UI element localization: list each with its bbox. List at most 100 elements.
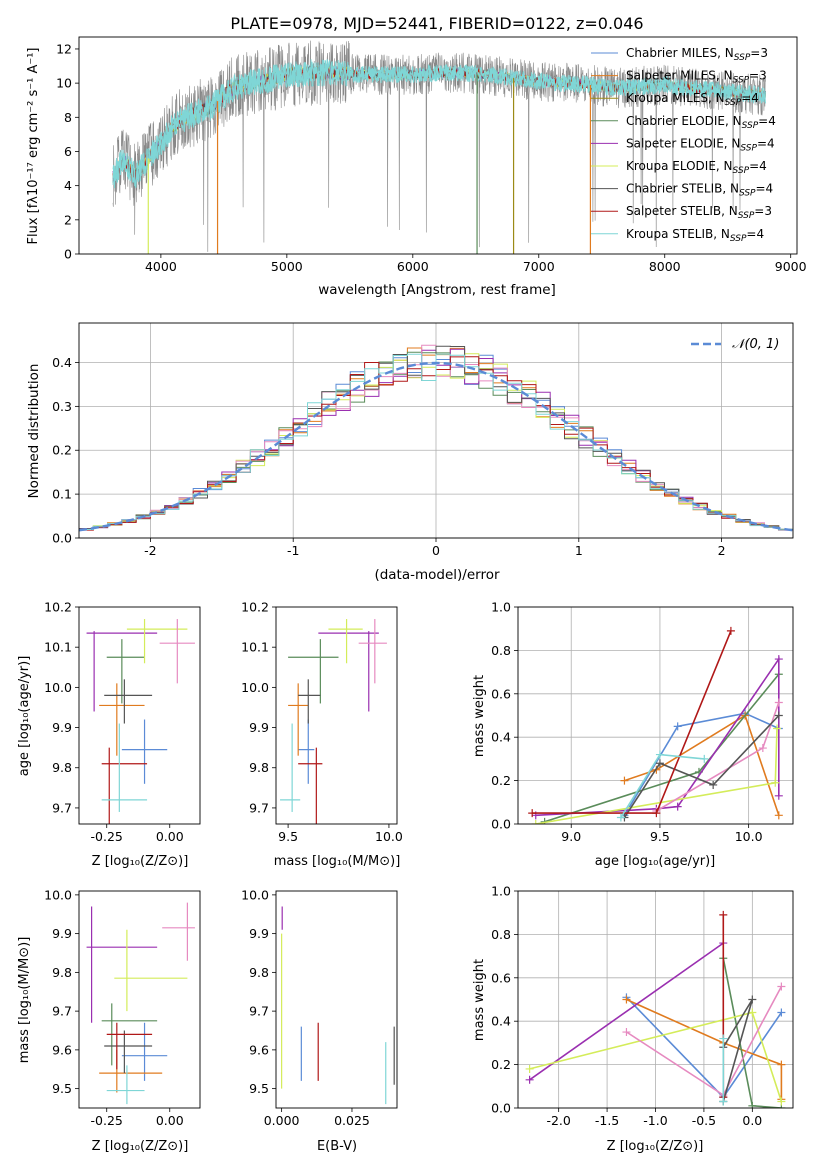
weight-marker (748, 1101, 757, 1108)
weight-marker (620, 776, 629, 785)
y-tick-label: 0.6 (491, 970, 511, 985)
weight-vs-Z-y-label: mass weight (472, 959, 487, 1041)
y-tick-label: 9.8 (52, 760, 72, 775)
weight-marker (719, 1097, 728, 1106)
legend-entry-label: 𝒩(0, 1) (732, 337, 779, 352)
weight-marker (777, 1060, 786, 1069)
weight-marker (777, 1097, 786, 1106)
weight-marker (774, 811, 783, 820)
x-tick-label: 0.025 (334, 1113, 370, 1128)
histogram-x-label: (data-model)/error (374, 567, 500, 583)
y-tick-label: 9.9 (52, 926, 72, 941)
normal-curve (79, 361, 793, 532)
y-tick-label: 9.9 (249, 926, 269, 941)
y-tick-label: 9.8 (249, 760, 269, 775)
age_vs_Z-plot-area (86, 619, 195, 824)
weight-marker (655, 750, 664, 759)
y-tick-label: 10.0 (241, 680, 269, 695)
y-tick-label: 10.1 (241, 640, 269, 655)
x-tick-label: 9.5 (278, 829, 298, 844)
mass_vs_Z-panel: -0.25 0.00 9.5 9.6 9.7 9.8 9.9 10.0 Z [log₁₀(Z/Z… (17, 887, 201, 1154)
x-tick-label: 8000 (649, 259, 681, 274)
x-tick-label: 4000 (145, 259, 177, 274)
legend-entry-label: Salpeter MILES, NSSP=3 (626, 69, 767, 86)
weight-marker (531, 820, 540, 824)
y-tick-label: 6 (64, 144, 72, 159)
y-tick-label: 0.2 (491, 1057, 511, 1072)
y-tick-label: 10 (56, 76, 72, 91)
x-tick-label: 0 (432, 543, 440, 558)
x-tick-label: 10.0 (735, 829, 763, 844)
y-tick-label: 8 (64, 110, 72, 125)
spectrum-y-label: Flux [fλ10⁻¹⁷ erg cm⁻² s⁻¹ A⁻¹] (26, 48, 41, 245)
legend-entry-label: Kroupa ELODIE, NSSP=4 (626, 159, 767, 176)
y-tick-label: 1.0 (491, 600, 511, 615)
weight_vs_age-plot-area (528, 626, 783, 824)
x-tick-label: 1 (575, 543, 583, 558)
spectrum-legend: Chabrier MILES, NSSP=3 Salpeter MILES, NS… (591, 46, 776, 244)
weight-marker (525, 1075, 534, 1084)
mass-vs-Z-x-label: Z [log₁₀(Z/Z⊙)] (92, 1139, 189, 1154)
weight_vs_Z-frame (517, 890, 794, 1109)
age-vs-Z-y-label: age [log₁₀(age/yr)] (17, 656, 32, 777)
spectrum-panel: 4000 5000 6000 7000 8000 9000 0 2 4 6 8 10 12 Chabrie… (26, 36, 807, 298)
y-tick-label: 0.3 (52, 399, 72, 414)
x-tick-label: 0.00 (156, 1113, 184, 1128)
spectrum-frame (78, 36, 798, 255)
y-tick-label: 9.9 (52, 720, 72, 735)
y-tick-label: 9.6 (249, 1042, 269, 1057)
weight-vs-age-x-label: age [log₁₀(age/yr)] (595, 854, 716, 869)
weight_vs_age-panel: 9.0 9.5 10.0 0.0 0.2 0.4 0.6 0.8 1.0 age [log₁₀(a… (472, 600, 794, 869)
weight-vs-age-y-label: mass weight (472, 675, 487, 757)
y-tick-label: 0.1 (52, 487, 72, 502)
figure-title: PLATE=0978, MJD=52441, FIBERID=0122, z=0… (230, 14, 643, 33)
age-vs-Z-x-label: Z [log₁₀(Z/Z⊙)] (92, 854, 189, 869)
x-tick-label: 9.5 (650, 829, 670, 844)
x-tick-label: 10.0 (375, 829, 403, 844)
x-tick-label: 0.000 (264, 1113, 300, 1128)
age_vs_Z-panel: -0.25 0.00 9.7 9.8 9.9 10.0 10.1 10.2 Z [log₁₀(Z… (17, 600, 201, 869)
weight-line (529, 942, 724, 1081)
y-tick-label: 0.6 (491, 686, 511, 701)
legend-entry-label: Salpeter STELIB, NSSP=3 (626, 204, 772, 221)
spectrum-x-label: wavelength [Angstrom, rest frame] (318, 282, 556, 298)
x-tick-label: -0.25 (91, 829, 123, 844)
y-tick-label: 10.2 (241, 600, 269, 615)
y-tick-label: 0.0 (52, 531, 72, 546)
y-tick-label: 2 (64, 212, 72, 227)
x-tick-label: -2 (144, 543, 156, 558)
y-tick-label: 0 (64, 247, 72, 262)
weight-marker (719, 1034, 728, 1043)
weight-marker (777, 982, 786, 991)
y-tick-label: 1.0 (491, 884, 511, 899)
weight-marker (748, 995, 757, 1004)
mass_vs_ebv-panel: 0.000 0.025 9.5 9.6 9.7 9.8 9.9 10.0 E(B-V) (241, 887, 398, 1154)
weight-marker (709, 780, 718, 789)
weight-marker (525, 1064, 534, 1073)
weight-marker (673, 722, 682, 731)
weight_vs_age-frame (517, 606, 794, 825)
y-tick-label: 9.7 (52, 1004, 72, 1019)
y-tick-label: 9.7 (249, 1004, 269, 1019)
x-tick-label: 7000 (523, 259, 555, 274)
x-tick-label: -1 (287, 543, 299, 558)
spectrum-plot-area (112, 40, 766, 254)
weight-marker (774, 655, 783, 664)
x-tick-label: 2 (718, 543, 726, 558)
x-tick-label: -0.25 (91, 1113, 123, 1128)
weight-marker (774, 711, 783, 720)
y-tick-label: 0.0 (491, 817, 511, 832)
weight-marker (774, 791, 783, 800)
legend-entry-label: Kroupa STELIB, NSSP=4 (626, 227, 764, 244)
histogram-y-label: Normed distribution (26, 364, 42, 499)
y-tick-label: 9.8 (249, 965, 269, 980)
weight-marker (777, 1008, 786, 1017)
y-tick-label: 10.1 (44, 640, 72, 655)
y-tick-label: 12 (56, 41, 72, 56)
residual_hist-frame (78, 322, 794, 539)
y-tick-label: 9.9 (249, 720, 269, 735)
age-vs-mass-x-label: mass [log₁₀(M/M⊙)] (274, 854, 401, 869)
legend-entry-label: Chabrier ELODIE, NSSP=4 (626, 114, 776, 131)
spectrum-line (112, 59, 766, 188)
